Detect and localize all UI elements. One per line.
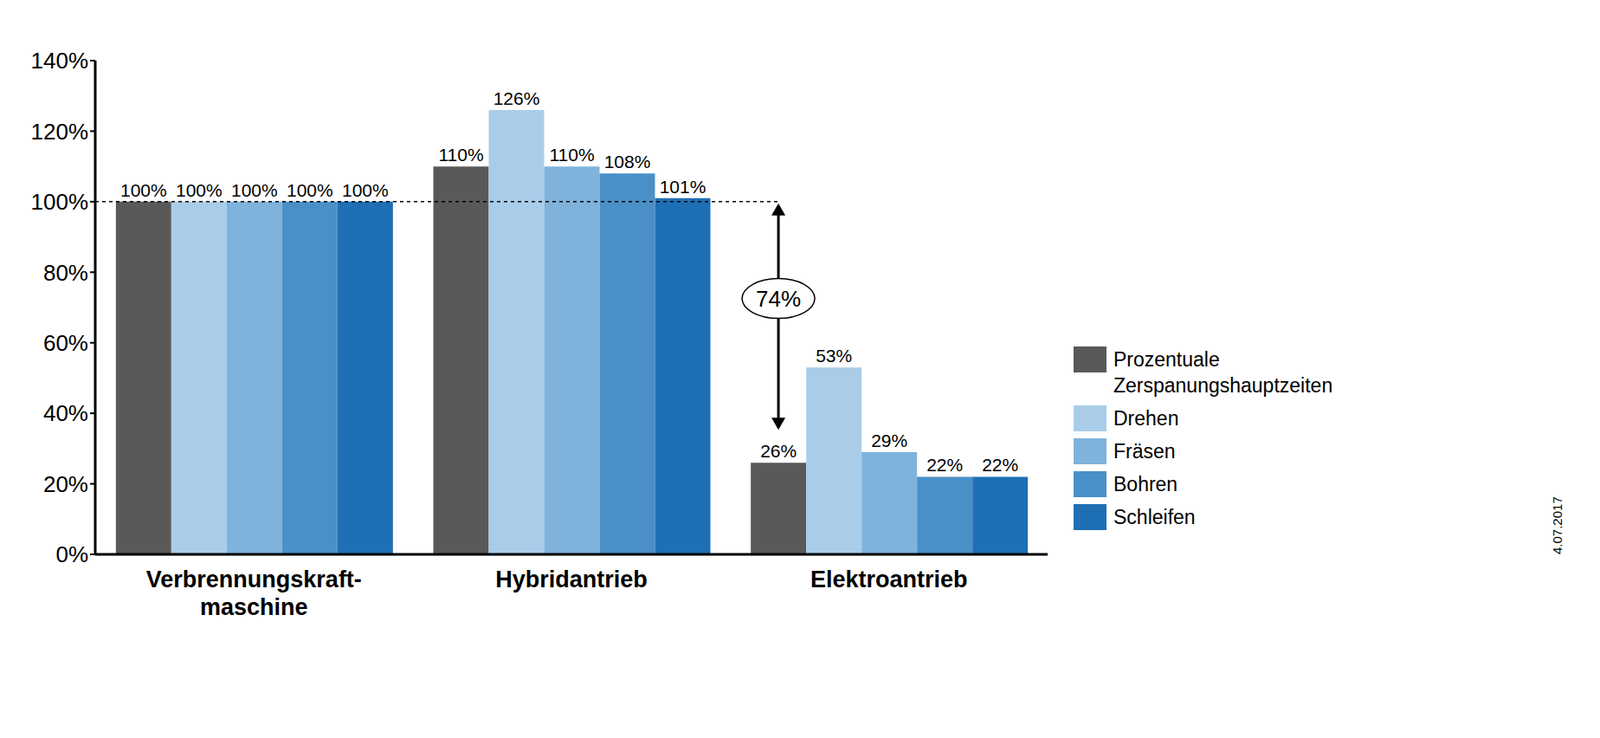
svg-text:26%: 26%: [760, 440, 797, 461]
svg-text:Elektroantrieb: Elektroantrieb: [810, 566, 968, 593]
svg-text:74%: 74%: [755, 285, 801, 312]
svg-text:Hybridantrieb: Hybridantrieb: [495, 566, 648, 593]
svg-text:Verbrennungskraft-maschine: Verbrennungskraft-maschine: [146, 566, 362, 620]
svg-text:100%: 100%: [286, 180, 334, 200]
svg-text:80%: 80%: [43, 259, 89, 286]
svg-text:20%: 20%: [43, 470, 89, 497]
svg-text:0%: 0%: [55, 541, 89, 568]
svg-text:22%: 22%: [981, 454, 1019, 475]
svg-text:126%: 126%: [493, 88, 541, 109]
svg-text:101%: 101%: [659, 176, 707, 197]
html-text:Drehen: Drehen: [1113, 406, 1179, 430]
svg-text:120%: 120%: [31, 118, 90, 145]
html-text:4.07.2017: 4.07.2017: [1549, 496, 1565, 555]
svg-text:108%: 108%: [604, 151, 652, 172]
html-text:Bohren: Bohren: [1113, 472, 1178, 496]
svg-text:60%: 60%: [43, 329, 89, 356]
svg-text:22%: 22%: [926, 454, 963, 475]
svg-text:53%: 53%: [815, 345, 852, 366]
svg-text:110%: 110%: [438, 144, 484, 165]
html-text:Fräsen: Fräsen: [1113, 439, 1176, 463]
svg-text:40%: 40%: [43, 400, 89, 426]
svg-text:100%: 100%: [231, 180, 278, 200]
svg-text:100%: 100%: [120, 180, 168, 200]
svg-text:29%: 29%: [870, 430, 908, 451]
svg-text:140%: 140%: [31, 47, 90, 74]
svg-text:100%: 100%: [31, 188, 90, 215]
svg-text:100%: 100%: [175, 180, 223, 200]
svg-text:110%: 110%: [548, 144, 594, 165]
svg-text:100%: 100%: [341, 180, 389, 200]
html-text:Prozentuale Zerspanungshauptze: Prozentuale Zerspanungshauptzeiten: [1113, 348, 1333, 397]
html-text:Schleifen: Schleifen: [1113, 505, 1196, 529]
